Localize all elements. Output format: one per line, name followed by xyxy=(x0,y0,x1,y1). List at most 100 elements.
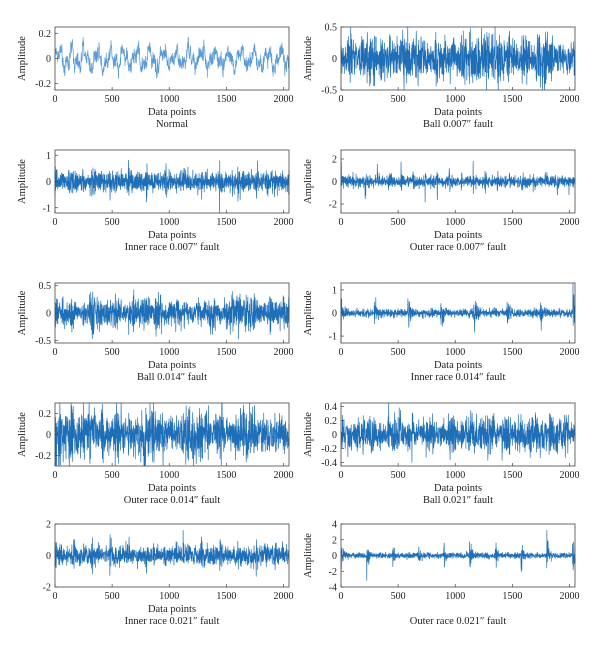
y-tick-label: 0 xyxy=(332,177,337,188)
x-tick-label: 500 xyxy=(391,470,406,481)
subplot-8: 0 500 1000 1500 2000 -0.4 -0.2 0 0.2 0.4 Amplitude… xyxy=(303,402,580,506)
y-axis-label: Amplitude xyxy=(17,412,28,457)
x-tick-label: 0 xyxy=(53,217,58,228)
x-tick-label: 1500 xyxy=(502,470,522,481)
x-tick-label: 1500 xyxy=(502,591,522,602)
x-tick-label: 500 xyxy=(391,94,406,105)
x-axis-label: Data points xyxy=(434,107,482,118)
x-tick-label: 2000 xyxy=(274,470,294,481)
y-axis-label: Amplitude xyxy=(303,36,314,81)
y-tick-label: -4 xyxy=(329,583,337,594)
x-tick-label: 2000 xyxy=(274,347,294,358)
x-tick-label: 1500 xyxy=(216,347,236,358)
x-tick-label: 500 xyxy=(105,470,120,481)
y-tick-label: 2 xyxy=(332,535,337,546)
subplot-caption: Inner race 0.021″ fault xyxy=(125,616,220,627)
subplot-caption: Outer race 0.007″ fault xyxy=(410,242,507,253)
y-tick-label: 0 xyxy=(332,309,337,320)
x-tick-label: 1000 xyxy=(445,347,465,358)
x-axis-label: Data points xyxy=(148,360,196,371)
x-axis-label: Data points xyxy=(434,360,482,371)
y-axis-label: Amplitude xyxy=(303,533,314,578)
y-axis-label: Amplitude xyxy=(17,290,28,335)
subplot-caption: Normal xyxy=(156,119,188,130)
series-line xyxy=(340,529,576,581)
x-tick-label: 0 xyxy=(339,591,344,602)
x-axis-label: Data points xyxy=(148,483,196,494)
series-line xyxy=(54,402,290,467)
x-axis-label: Data points xyxy=(434,483,482,494)
series-line xyxy=(340,161,576,203)
y-tick-label: -1 xyxy=(329,332,337,343)
x-tick-label: 1000 xyxy=(445,591,465,602)
x-tick-label: 2000 xyxy=(560,470,580,481)
y-tick-label: 0.4 xyxy=(325,402,338,413)
x-tick-label: 2000 xyxy=(274,217,294,228)
x-tick-label: 500 xyxy=(391,591,406,602)
x-tick-label: 2000 xyxy=(560,591,580,602)
subplot-10: 0 500 1000 1500 2000 -4 -2 0 2 4 Amplitude Outer ra… xyxy=(303,520,580,628)
x-axis-label: Data points xyxy=(148,107,196,118)
x-tick-label: 1000 xyxy=(445,217,465,228)
y-tick-label: -0.2 xyxy=(35,451,51,462)
x-tick-label: 1000 xyxy=(159,347,179,358)
y-tick-label: -0.2 xyxy=(321,444,337,455)
subplot-caption: Inner race 0.014″ fault xyxy=(411,372,506,383)
x-tick-label: 0 xyxy=(339,347,344,358)
y-axis-label: Amplitude xyxy=(17,159,28,204)
x-tick-label: 0 xyxy=(53,591,58,602)
y-tick-label: -2 xyxy=(329,567,337,578)
series-line xyxy=(54,529,290,577)
y-tick-label: -1 xyxy=(43,203,51,214)
series-line xyxy=(340,26,576,91)
x-tick-label: 0 xyxy=(53,347,58,358)
x-tick-label: 500 xyxy=(105,347,120,358)
x-axis-label: Data points xyxy=(148,604,196,615)
y-tick-label: 0 xyxy=(46,430,51,441)
x-tick-label: 0 xyxy=(339,470,344,481)
x-tick-label: 1000 xyxy=(159,94,179,105)
y-tick-label: -0.5 xyxy=(35,336,51,347)
y-axis-label: Amplitude xyxy=(17,36,28,81)
series-line xyxy=(340,402,576,463)
subplot-caption: Inner race 0.007″ fault xyxy=(125,242,220,253)
y-tick-label: -2 xyxy=(329,200,337,211)
subplot-caption: Outer race 0.021″ fault xyxy=(410,616,507,627)
y-tick-label: 0.5 xyxy=(39,281,52,292)
x-tick-label: 500 xyxy=(391,347,406,358)
x-axis-label: Data points xyxy=(434,230,482,241)
y-axis-label: Amplitude xyxy=(303,159,314,204)
subplot-caption: Outer race 0.014″ fault xyxy=(124,495,221,506)
x-tick-label: 1500 xyxy=(502,347,522,358)
x-tick-label: 0 xyxy=(53,470,58,481)
y-tick-label: 0.2 xyxy=(39,29,52,40)
x-tick-label: 1000 xyxy=(159,591,179,602)
x-tick-label: 1500 xyxy=(216,470,236,481)
x-tick-label: 0 xyxy=(339,94,344,105)
y-tick-label: -2 xyxy=(43,583,51,594)
y-tick-label: -0.5 xyxy=(321,86,337,97)
x-tick-label: 1500 xyxy=(216,94,236,105)
y-tick-label: 0 xyxy=(332,430,337,441)
x-tick-label: 2000 xyxy=(560,94,580,105)
x-tick-label: 500 xyxy=(391,217,406,228)
x-tick-label: 2000 xyxy=(560,347,580,358)
subplot-caption: Ball 0.007″ fault xyxy=(423,119,493,130)
y-tick-label: 0.2 xyxy=(39,409,52,420)
y-tick-label: 0 xyxy=(46,54,51,65)
y-tick-label: 1 xyxy=(332,285,337,296)
series-line xyxy=(340,283,576,341)
y-tick-label: 0 xyxy=(46,551,51,562)
x-tick-label: 500 xyxy=(105,591,120,602)
x-tick-label: 2000 xyxy=(274,591,294,602)
y-tick-label: 0.5 xyxy=(325,23,338,34)
